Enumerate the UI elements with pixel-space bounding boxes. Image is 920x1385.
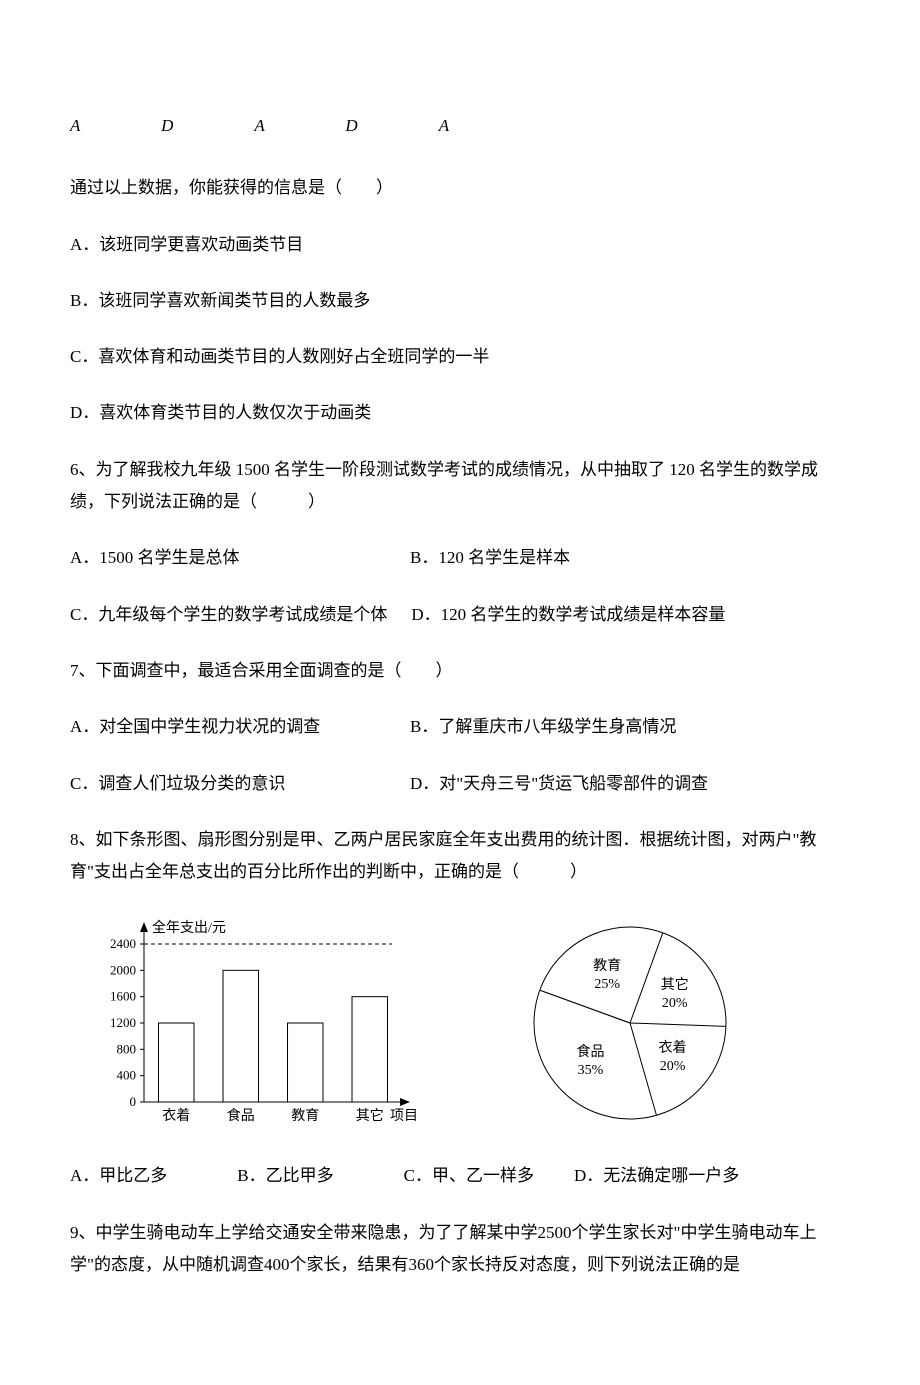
q7-option-b: B．了解重庆市八年级学生身高情况 [410,711,750,743]
q6-option-d: D．120 名学生的数学考试成绩是样本容量 [411,599,725,631]
q5-stem: 通过以上数据，你能获得的信息是（ ） [70,172,850,204]
svg-text:20%: 20% [662,996,688,1011]
svg-text:教育: 教育 [291,1108,319,1124]
svg-text:项目: 项目 [390,1109,416,1124]
exam-page: A D A D A 通过以上数据，你能获得的信息是（ ） A．该班同学更喜欢动画… [0,0,920,1385]
q8-stem: 8、如下条形图、扇形图分别是甲、乙两户居民家庭全年支出费用的统计图．根据统计图，… [70,824,850,889]
bar-chart-svg: 0 400 800 1200 1600 2000 2400 全年支出/元衣着 食品 教育 其它项目 [86,912,416,1132]
svg-text:20%: 20% [660,1060,686,1075]
svg-text:其它: 其它 [356,1107,384,1124]
bar-chart: 0 400 800 1200 1600 2000 2400 全年支出/元衣着 食品 教育 其它项目 [86,912,416,1132]
pie-chart-svg: 教育 25% 其它 20% 衣着 20% 食品 35% [500,917,760,1127]
q6-stem: 6、为了解我校九年级 1500 名学生一阶段测试数学考试的成绩情况，从中抽取了 … [70,454,850,519]
svg-text:400: 400 [117,1068,137,1083]
q6-option-a: A．1500 名学生是总体 [70,542,410,574]
q7-options-row2: C．调查人们垃圾分类的意识 D．对"天舟三号"货运飞船零部件的调查 [70,768,850,800]
svg-text:衣着: 衣着 [659,1041,687,1057]
svg-text:食品: 食品 [577,1043,605,1060]
svg-text:800: 800 [117,1042,137,1057]
q5-option-b: B．该班同学喜欢新闻类节目的人数最多 [70,285,850,317]
q5-option-d: D．喜欢体育类节目的人数仅次于动画类 [70,397,850,429]
svg-text:其它: 其它 [661,976,689,993]
answer-letters-row: A D A D A [70,110,850,142]
svg-text:25%: 25% [594,978,620,993]
svg-text:衣着: 衣着 [162,1108,190,1124]
q6-options-row2: C．九年级每个学生的数学考试成绩是个体 D．120 名学生的数学考试成绩是样本容… [70,599,850,631]
q7-option-d: D．对"天舟三号"货运飞船零部件的调查 [410,768,750,800]
q7-stem: 7、下面调查中，最适合采用全面调查的是（ ） [70,655,850,687]
q9-stem: 9、中学生骑电动车上学给交通安全带来隐患，为了了解某中学2500个学生家长对"中… [70,1217,850,1282]
svg-text:全年支出/元: 全年支出/元 [152,919,226,936]
q5-option-c: C．喜欢体育和动画类节目的人数刚好占全班同学的一半 [70,341,850,373]
q6-option-c: C．九年级每个学生的数学考试成绩是个体 [70,599,387,631]
q5-option-a: A．该班同学更喜欢动画类节目 [70,229,850,261]
svg-text:食品: 食品 [227,1107,255,1124]
q8-option-d: D．无法确定哪一户多 [574,1160,739,1192]
q8-charts: 04008001200160020002400全年支出/元衣着食品教育其它项目 … [70,912,850,1132]
pie-chart: 教育 25% 其它 20% 衣着 20% 食品 35% [500,917,760,1127]
svg-text:0: 0 [130,1094,137,1109]
q8-option-b: B．乙比甲多 [237,1160,333,1192]
svg-text:1200: 1200 [110,1015,136,1030]
svg-text:2000: 2000 [110,963,136,978]
q6-option-b: B．120 名学生是样本 [410,542,750,574]
q8-option-c: C．甲、乙一样多 [404,1160,534,1192]
svg-text:1600: 1600 [110,989,136,1004]
q7-option-a: A．对全国中学生视力状况的调查 [70,711,410,743]
svg-text:2400: 2400 [110,936,136,951]
q7-option-c: C．调查人们垃圾分类的意识 [70,768,410,800]
q8-option-a: A．甲比乙多 [70,1160,167,1192]
svg-text:35%: 35% [578,1063,604,1078]
q8-options: A．甲比乙多 B．乙比甲多 C．甲、乙一样多 D．无法确定哪一户多 [70,1160,850,1192]
q6-options-row1: A．1500 名学生是总体 B．120 名学生是样本 [70,542,850,574]
svg-text:教育: 教育 [593,959,621,975]
q7-options-row1: A．对全国中学生视力状况的调查 B．了解重庆市八年级学生身高情况 [70,711,850,743]
